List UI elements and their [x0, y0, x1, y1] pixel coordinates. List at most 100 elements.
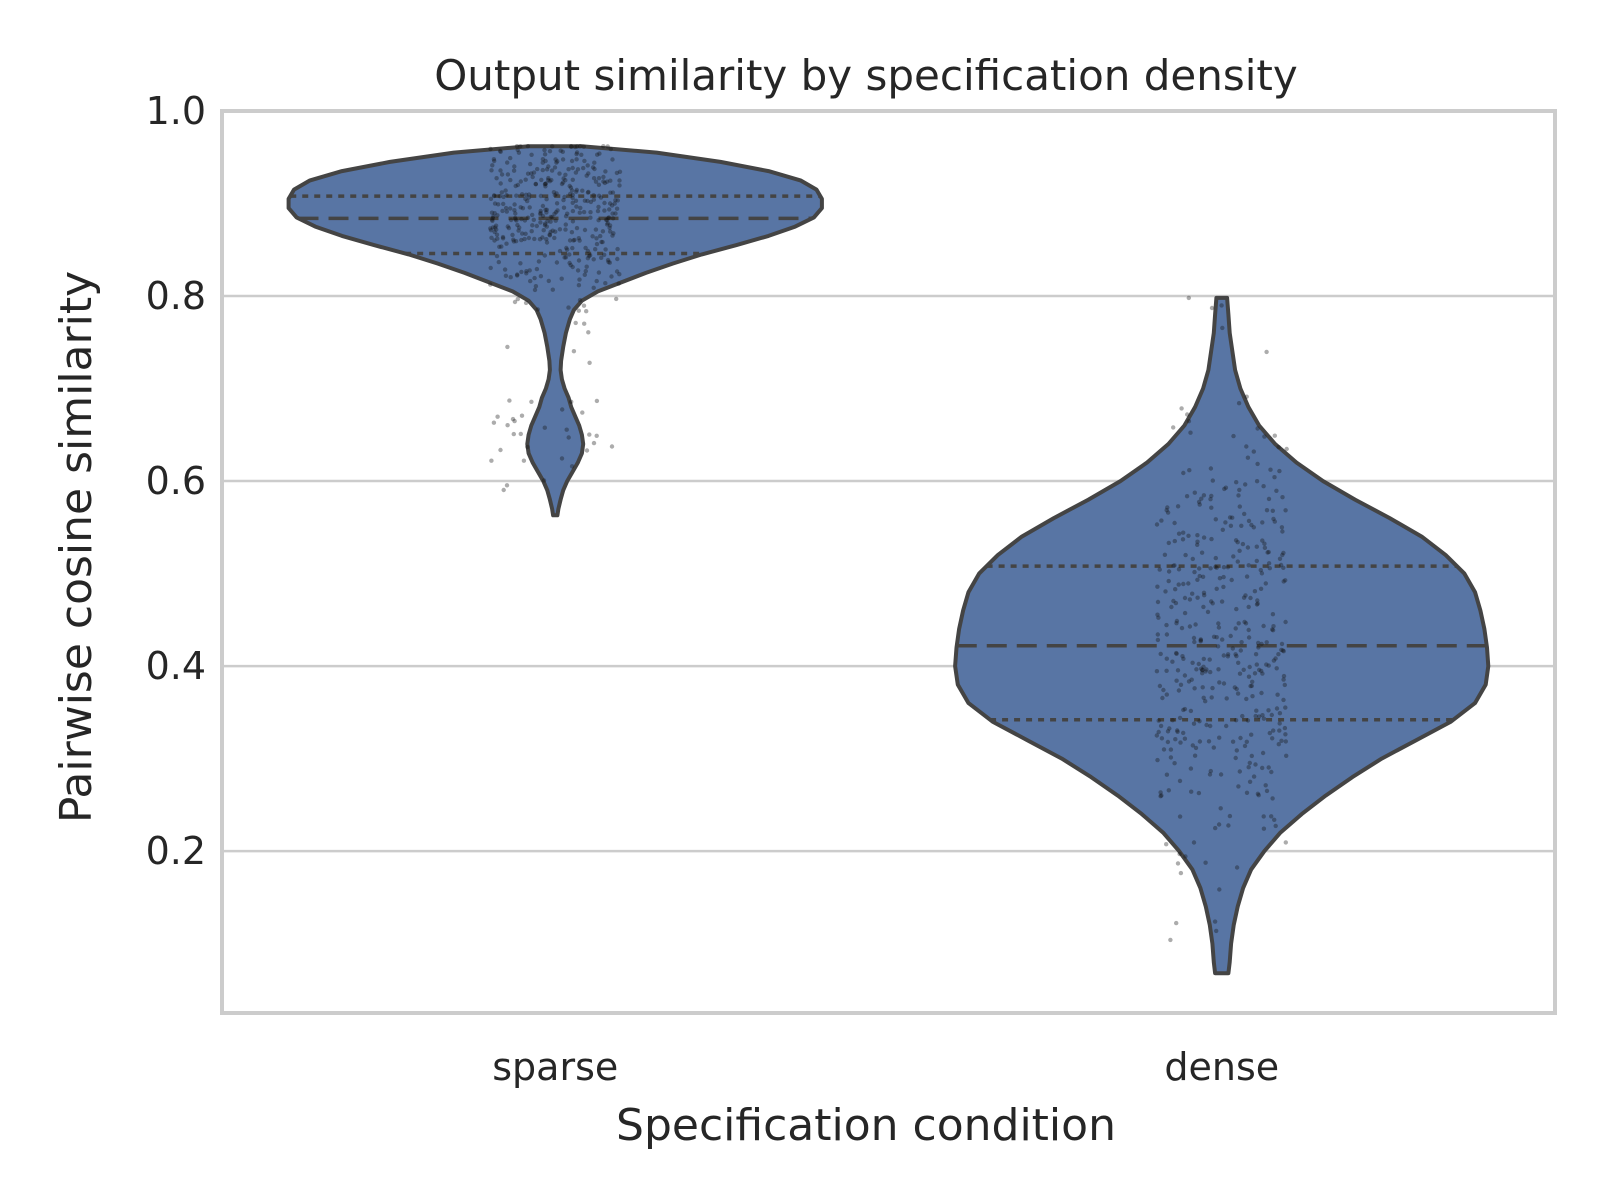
jitter-point	[530, 223, 535, 228]
jitter-point	[1247, 760, 1253, 766]
jitter-point	[541, 478, 547, 483]
jitter-point	[1199, 496, 1204, 501]
jitter-point	[563, 214, 569, 219]
jitter-point	[1245, 718, 1251, 723]
jitter-point	[540, 167, 545, 173]
jitter-point	[542, 147, 547, 153]
jitter-point	[1192, 490, 1198, 495]
jitter-point	[492, 193, 497, 199]
jitter-point	[604, 217, 610, 223]
jitter-point	[563, 222, 568, 227]
jitter-point	[508, 206, 513, 211]
jitter-point	[525, 144, 531, 149]
jitter-point	[573, 170, 579, 175]
jitter-point	[1283, 578, 1288, 583]
jitter-point	[564, 427, 569, 432]
jitter-point	[548, 229, 553, 235]
jitter-point	[1271, 728, 1276, 733]
jitter-point	[1266, 561, 1272, 566]
jitter-point	[1272, 817, 1277, 822]
jitter-point	[1189, 789, 1194, 794]
jitter-point	[604, 179, 610, 184]
jitter-point	[1265, 550, 1270, 555]
jitter-point	[549, 168, 555, 173]
jitter-point	[1164, 622, 1169, 628]
jitter-point	[594, 278, 599, 284]
jitter-point	[488, 228, 494, 233]
jitter-point	[610, 216, 616, 221]
jitter-point	[1235, 691, 1241, 696]
jitter-point	[565, 211, 570, 216]
jitter-point	[577, 277, 582, 282]
jitter-point	[1204, 722, 1209, 728]
jitter-point	[524, 269, 529, 274]
jitter-point	[617, 183, 622, 188]
jitter-point	[1170, 659, 1175, 664]
jitter-point	[1155, 632, 1161, 637]
jitter-point	[543, 181, 549, 186]
jitter-point	[561, 205, 567, 210]
jitter-point	[596, 176, 602, 181]
jitter-point	[1252, 671, 1258, 676]
jitter-point	[505, 160, 510, 165]
jitter-point	[608, 229, 613, 234]
x-tick-label: dense	[1164, 1045, 1279, 1089]
jitter-point	[539, 177, 544, 183]
jitter-point	[613, 211, 618, 216]
jitter-point	[522, 218, 528, 223]
jitter-point	[1158, 723, 1164, 729]
jitter-point	[492, 225, 498, 230]
jitter-point	[1173, 600, 1179, 606]
jitter-point	[582, 198, 588, 203]
jitter-point	[1263, 783, 1268, 788]
jitter-point	[1195, 542, 1200, 547]
jitter-point	[1227, 813, 1233, 819]
jitter-point	[1228, 633, 1233, 639]
jitter-point	[617, 178, 622, 183]
jitter-point	[1262, 434, 1267, 439]
jitter-point	[1251, 774, 1257, 779]
jitter-point	[1177, 715, 1183, 721]
jitter-point	[1164, 632, 1170, 637]
jitter-point	[617, 272, 622, 277]
jitter-point	[1254, 479, 1260, 484]
jitter-point	[602, 180, 608, 186]
jitter-point	[570, 219, 576, 224]
jitter-point	[1223, 485, 1229, 490]
jitter-point	[1208, 497, 1213, 502]
jitter-point	[525, 198, 530, 204]
jitter-point	[1260, 671, 1265, 676]
jitter-point	[535, 166, 540, 172]
jitter-point	[606, 259, 611, 265]
jitter-point	[1181, 656, 1186, 661]
jitter-point	[1279, 738, 1284, 743]
jitter-point	[1280, 552, 1285, 558]
jitter-point	[569, 230, 575, 235]
jitter-point	[574, 189, 579, 194]
jitter-point	[569, 464, 575, 469]
jitter-point	[1248, 683, 1253, 689]
jitter-point	[1190, 743, 1196, 748]
jitter-point	[1198, 638, 1204, 643]
jitter-point	[492, 238, 497, 243]
jitter-point	[593, 227, 599, 232]
jitter-points	[488, 144, 1289, 943]
jitter-point	[494, 176, 499, 181]
jitter-point	[1171, 563, 1176, 568]
jitter-point	[1207, 772, 1213, 777]
jitter-point	[529, 171, 534, 176]
jitter-point	[1197, 502, 1202, 507]
jitter-point	[1277, 556, 1283, 561]
jitter-point	[1230, 646, 1236, 651]
jitter-point	[1183, 552, 1188, 558]
jitter-point	[608, 190, 613, 195]
jitter-point	[1228, 523, 1234, 528]
jitter-point	[557, 248, 563, 254]
jitter-point	[1178, 740, 1183, 745]
jitter-point	[580, 188, 585, 193]
jitter-point	[515, 273, 520, 278]
jitter-point	[563, 227, 568, 232]
jitter-point	[1178, 682, 1184, 687]
jitter-point	[492, 211, 497, 216]
jitter-point	[508, 155, 513, 161]
